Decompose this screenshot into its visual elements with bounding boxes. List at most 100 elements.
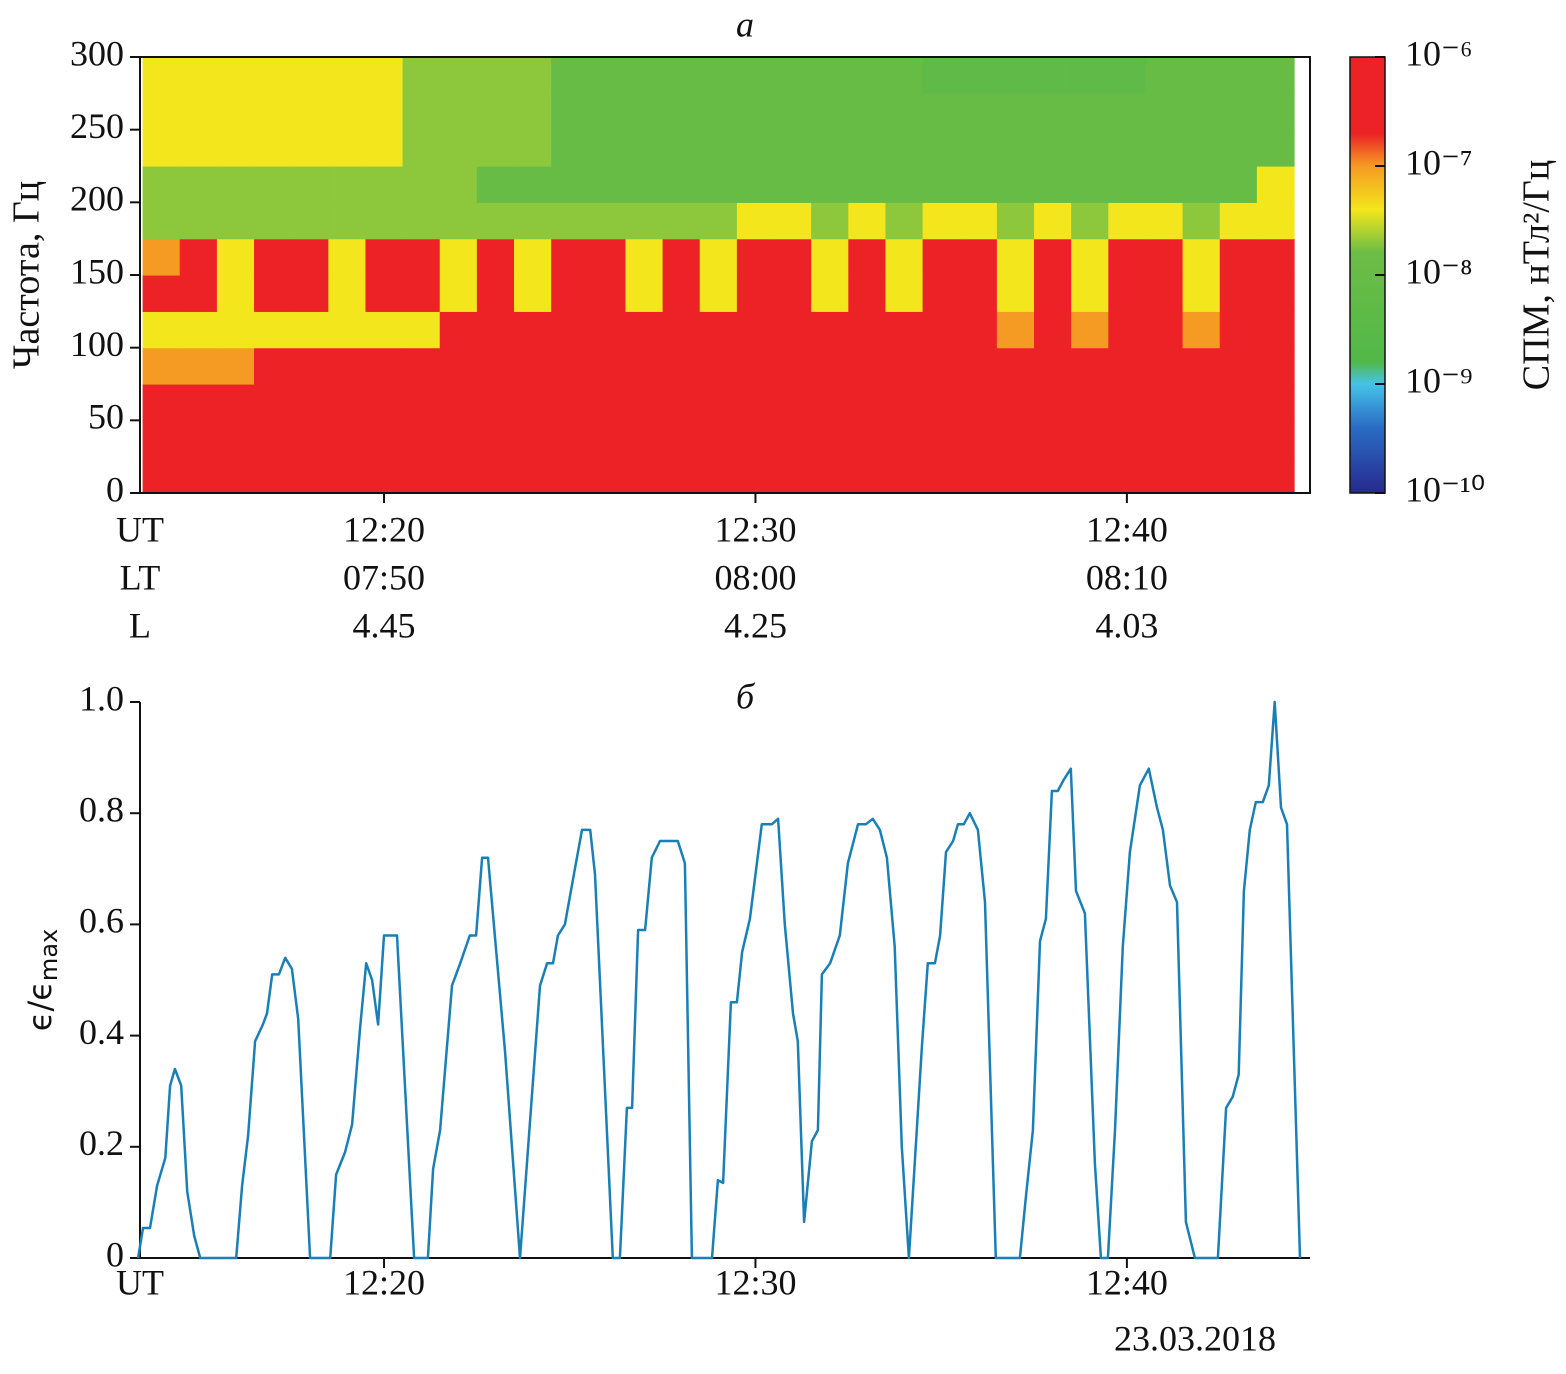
- heatmap-cell: [774, 238, 812, 276]
- heatmap-cell: [551, 57, 589, 94]
- heatmap-cell: [1219, 57, 1258, 94]
- y-tick-label: 1.0: [79, 678, 124, 718]
- heatmap-cell: [476, 456, 515, 494]
- heatmap-cell: [996, 275, 1035, 312]
- heatmap-cell: [959, 57, 998, 94]
- heatmap-cell: [365, 420, 404, 458]
- heatmap-cell: [291, 456, 329, 494]
- panel-a-ylabel: Частота, Гц: [6, 181, 48, 369]
- heatmap-cell: [1182, 384, 1221, 421]
- heatmap-cell: [848, 347, 887, 385]
- heatmap-cell: [1182, 456, 1221, 494]
- heatmap-cell: [848, 275, 887, 312]
- heatmap-cell: [1108, 129, 1147, 167]
- heatmap-cell: [625, 129, 664, 167]
- heatmap-cell: [774, 202, 812, 240]
- heatmap-cell: [699, 311, 738, 349]
- heatmap-cell: [1219, 93, 1258, 131]
- heatmap-cell: [811, 202, 849, 240]
- heatmap-cell: [291, 384, 329, 421]
- heatmap-cell: [1108, 57, 1147, 94]
- heatmap-cell: [699, 57, 738, 94]
- heatmap-cell: [402, 238, 441, 276]
- heatmap-cell: [1182, 57, 1221, 94]
- heatmap-cell: [365, 238, 404, 276]
- heatmap-cell: [959, 347, 998, 385]
- heatmap-cell: [1071, 129, 1109, 167]
- heatmap-cell: [774, 347, 812, 385]
- heatmap-cell: [662, 347, 701, 385]
- heatmap-cell: [402, 166, 441, 203]
- heatmap-cell: [774, 93, 812, 131]
- heatmap-cell: [142, 384, 181, 421]
- heatmap-cell: [588, 238, 627, 276]
- heatmap-cell: [774, 166, 812, 203]
- heatmap-cell: [885, 93, 924, 131]
- heatmap-cell: [774, 384, 812, 421]
- heatmap-cell: [476, 57, 515, 94]
- heatmap-cell: [142, 93, 181, 131]
- heatmap-cell: [848, 238, 887, 276]
- heatmap-cell: [662, 57, 701, 94]
- y-tick-label: 0.8: [79, 789, 124, 829]
- extra-row-label: 4.45: [353, 605, 416, 645]
- heatmap-cell: [848, 57, 887, 94]
- heatmap-cell: [1145, 238, 1184, 276]
- heatmap-cell: [402, 347, 441, 385]
- heatmap-cell: [551, 275, 589, 312]
- heatmap-cell: [179, 275, 218, 312]
- axes: [139, 702, 1310, 1259]
- heatmap-cell: [736, 347, 775, 385]
- y-tick-label: 0.2: [79, 1123, 124, 1163]
- heatmap-cell: [216, 347, 255, 385]
- heatmap-cell: [142, 420, 181, 458]
- heatmap-cell: [885, 420, 924, 458]
- heatmap-cell: [1256, 347, 1295, 385]
- y-tick-label: 0.4: [79, 1012, 124, 1052]
- heatmap-cell: [328, 275, 367, 312]
- heatmap-cell: [551, 420, 589, 458]
- y-tick-label: 0: [106, 1234, 124, 1274]
- heatmap-cell: [476, 420, 515, 458]
- heatmap-cell: [439, 456, 478, 494]
- heatmap-cell: [736, 93, 775, 131]
- heatmap-cell: [1219, 456, 1258, 494]
- heatmap-cell: [179, 202, 218, 240]
- heatmap-cell: [736, 420, 775, 458]
- heatmap-cell: [996, 420, 1035, 458]
- heatmap-cell: [365, 93, 404, 131]
- heatmap-cell: [1219, 202, 1258, 240]
- heatmap-cell: [514, 420, 552, 458]
- colorbar-label: СПМ, нТл²/Гц: [1516, 160, 1558, 390]
- heatmap-cell: [551, 238, 589, 276]
- heatmap-cell: [1108, 202, 1147, 240]
- heatmap-cell: [402, 129, 441, 167]
- heatmap-cell: [514, 166, 552, 203]
- heatmap-cell: [216, 311, 255, 349]
- heatmap-cell: [514, 57, 552, 94]
- heatmap-cell: [774, 129, 812, 167]
- heatmap-cell: [1256, 166, 1295, 203]
- heatmap-cell: [1219, 129, 1258, 167]
- heatmap-cell: [699, 275, 738, 312]
- x-tick-label: 12:40: [1086, 509, 1168, 549]
- heatmap-cell: [328, 384, 367, 421]
- heatmap-cell: [179, 420, 218, 458]
- heatmap-cell: [514, 275, 552, 312]
- heatmap-cell: [1108, 384, 1147, 421]
- heatmap-cell: [811, 129, 849, 167]
- heatmap-cell: [922, 275, 961, 312]
- heatmap-cell: [1071, 384, 1109, 421]
- heatmap-cell: [959, 129, 998, 167]
- heatmap-cell: [922, 311, 961, 349]
- heatmap-cell: [514, 202, 552, 240]
- date-annotation: 23.03.2018: [1114, 1318, 1276, 1358]
- heatmap-cell: [996, 57, 1035, 94]
- heatmap-cell: [365, 456, 404, 494]
- heatmap-cell: [1182, 311, 1221, 349]
- heatmap-cell: [1182, 420, 1221, 458]
- heatmap-cell: [439, 384, 478, 421]
- heatmap-cell: [179, 347, 218, 385]
- heatmap-cell: [922, 420, 961, 458]
